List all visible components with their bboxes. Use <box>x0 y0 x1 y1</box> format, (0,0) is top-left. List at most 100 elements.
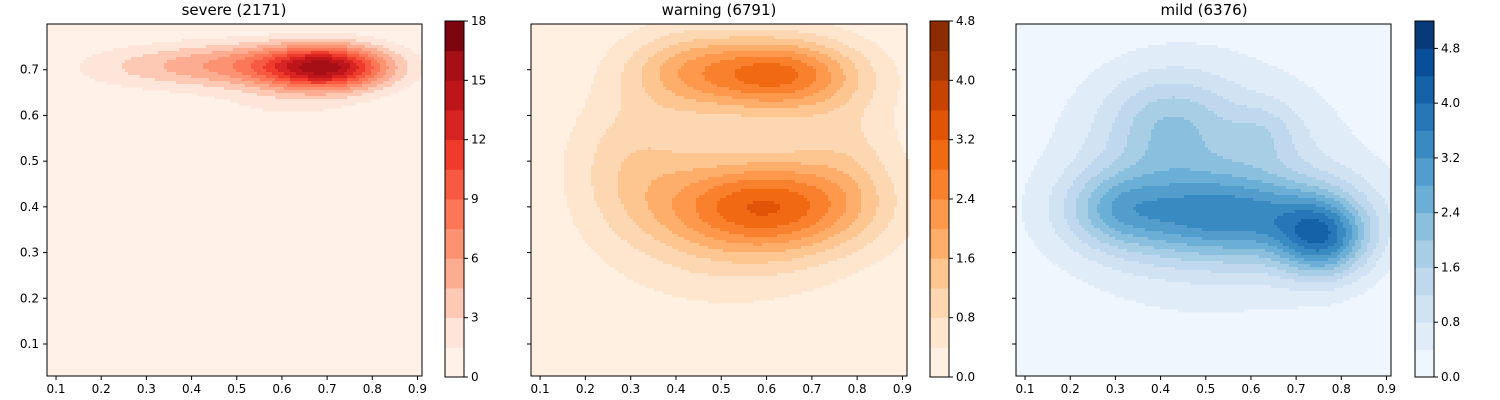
contour-cell <box>125 60 128 63</box>
contour-cell <box>846 69 849 72</box>
contour-cell <box>245 45 248 48</box>
contour-cell <box>618 111 621 114</box>
contour-cell <box>197 48 200 51</box>
contour-cell <box>335 33 338 36</box>
contour-cell <box>882 51 885 54</box>
contour-cell <box>380 54 383 57</box>
contour-cell <box>879 87 882 90</box>
contour-cell <box>101 72 104 75</box>
contour-cell <box>278 63 281 66</box>
contour-cell <box>765 102 768 105</box>
contour-cell <box>618 57 621 60</box>
contour-cell <box>822 93 825 96</box>
contour-cell <box>197 69 200 72</box>
contour-cell <box>891 87 894 90</box>
contour-cell <box>110 63 113 66</box>
contour-cell <box>765 75 768 78</box>
contour-cell <box>95 66 98 69</box>
contour-cell <box>203 66 206 69</box>
contour-cell <box>807 102 810 105</box>
contour-cell <box>708 96 711 99</box>
contour-cell <box>260 57 263 60</box>
contour-cell <box>738 96 741 99</box>
contour-cell <box>642 105 645 108</box>
contour-cell <box>714 51 717 54</box>
contour-cell <box>329 42 332 45</box>
contour-cell <box>741 99 744 102</box>
contour-cell <box>741 78 744 81</box>
contour-cell <box>873 45 876 48</box>
contour-cell <box>230 69 233 72</box>
contour-cell <box>630 87 633 90</box>
contour-cell <box>329 63 332 66</box>
contour-cell <box>612 90 615 93</box>
contour-cell <box>215 66 218 69</box>
contour-cell <box>825 45 828 48</box>
contour-cell <box>789 30 792 33</box>
contour-cell <box>290 96 293 99</box>
contour-cell <box>783 99 786 102</box>
contour-cell <box>732 93 735 96</box>
contour-cell <box>693 54 696 57</box>
contour-cell <box>615 54 618 57</box>
contour-cell <box>672 51 675 54</box>
contour-cell <box>765 51 768 54</box>
contour-cell <box>726 78 729 81</box>
contour-cell <box>732 27 735 30</box>
contour-cell <box>675 75 678 78</box>
contour-cell <box>281 72 284 75</box>
contour-cell <box>245 60 248 63</box>
contour-cell <box>858 39 861 42</box>
contour-cell <box>861 102 864 105</box>
contour-cell <box>149 45 152 48</box>
contour-cell <box>188 69 191 72</box>
contour-cell <box>347 48 350 51</box>
contour-cell <box>305 33 308 36</box>
contour-cell <box>753 42 756 45</box>
contour-cell <box>750 30 753 33</box>
contour-cell <box>660 84 663 87</box>
contour-cell <box>185 72 188 75</box>
contour-cell <box>876 87 879 90</box>
contour-cell <box>609 102 612 105</box>
contour-cell <box>353 57 356 60</box>
contour-cell <box>173 84 176 87</box>
contour-cell <box>386 57 389 60</box>
contour-cell <box>801 63 804 66</box>
contour-cell <box>600 66 603 69</box>
contour-cell <box>720 48 723 51</box>
contour-cell <box>804 87 807 90</box>
contour-cell <box>687 51 690 54</box>
contour-cell <box>642 102 645 105</box>
contour-cell <box>143 87 146 90</box>
contour-cell <box>633 66 636 69</box>
contour-cell <box>329 66 332 69</box>
contour-cell <box>278 54 281 57</box>
contour-cell <box>272 93 275 96</box>
contour-cell <box>245 48 248 51</box>
contour-cell <box>849 57 852 60</box>
contour-cell <box>197 81 200 84</box>
contour-cell <box>194 84 197 87</box>
contour-cell <box>747 60 750 63</box>
contour-cell <box>600 78 603 81</box>
contour-cell <box>804 30 807 33</box>
contour-cell <box>353 66 356 69</box>
contour-cell <box>783 93 786 96</box>
contour-cell <box>666 45 669 48</box>
contour-cell <box>191 81 194 84</box>
contour-cell <box>675 78 678 81</box>
contour-cell <box>161 84 164 87</box>
contour-cell <box>786 42 789 45</box>
contour-cell <box>738 24 741 27</box>
contour-cell <box>795 30 798 33</box>
contour-cell <box>729 69 732 72</box>
contour-cell <box>885 60 888 63</box>
contour-cell <box>852 33 855 36</box>
contour-cell <box>383 42 386 45</box>
contour-cell <box>678 78 681 81</box>
contour-cell <box>344 72 347 75</box>
contour-cell <box>287 75 290 78</box>
contour-cell <box>750 93 753 96</box>
contour-cell <box>197 90 200 93</box>
